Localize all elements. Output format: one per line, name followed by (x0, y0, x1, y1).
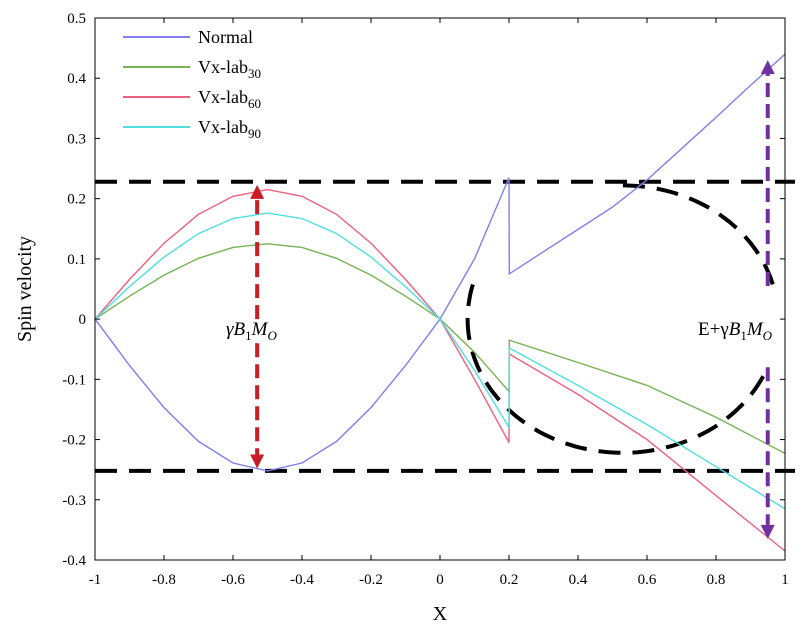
arrows (250, 60, 775, 539)
legend-label: Normal (198, 27, 253, 47)
series-line-vx-lab60 (94, 188, 786, 552)
y-tick-label: 0.3 (67, 131, 86, 147)
legend-label: Vx-lab90 (198, 117, 261, 141)
x-tick-label: 0.8 (707, 572, 726, 588)
x-tick-label: -0.6 (221, 572, 245, 588)
x-tick-label: 0.2 (500, 572, 519, 588)
annotations: γB1MO E+γB1MO (226, 319, 773, 343)
y-axis-label: Spin velocity (14, 236, 36, 342)
y-tick-label: 0.5 (67, 11, 86, 27)
y-tick-label: 0 (79, 312, 87, 328)
series-line-vx-lab90 (94, 212, 786, 510)
reference-lines (95, 179, 795, 473)
series-line-normal (94, 53, 786, 472)
x-tick-label: -0.4 (290, 572, 314, 588)
y-tick-label: 0.1 (67, 252, 86, 268)
x-tick-label: 0.6 (638, 572, 657, 588)
series-lines (94, 53, 786, 552)
axis-ticks: -1 -0.8 -0.6 -0.4 -0.2 0 0.2 0.4 0.6 0.8 1 -0.4 -0.3… (62, 11, 789, 588)
y-tick-label: -0.4 (62, 553, 86, 569)
legend: Normal Vx-lab30 Vx-lab60 Vx-lab90 (123, 27, 261, 141)
dashed-curve (622, 183, 775, 286)
x-axis-label: X (433, 603, 448, 625)
arrow-head (760, 60, 775, 75)
y-tick-label: 0.4 (67, 71, 86, 87)
x-tick-label: 1 (781, 572, 789, 588)
formula-annotation: γB1MO (226, 319, 277, 343)
x-tick-label: 0 (436, 572, 444, 588)
x-tick-label: -0.8 (152, 572, 176, 588)
arrow-head (250, 184, 265, 199)
formula-annotation: E+γB1MO (698, 319, 773, 343)
y-tick-label: 0.2 (67, 192, 86, 208)
arrow-head (250, 454, 265, 469)
dashed-curves (465, 183, 775, 455)
x-tick-label: -1 (89, 572, 102, 588)
y-tick-label: -0.2 (62, 433, 86, 449)
x-tick-label: 0.4 (569, 572, 588, 588)
y-tick-label: -0.3 (62, 493, 86, 509)
dashed-curve (465, 283, 766, 455)
arrow-head (760, 524, 775, 539)
y-tick-label: -0.1 (62, 372, 86, 388)
legend-label: Vx-lab30 (198, 57, 261, 81)
legend-label: Vx-lab60 (198, 87, 261, 111)
series-line-vx-lab30 (94, 243, 786, 455)
x-tick-label: -0.2 (359, 572, 383, 588)
